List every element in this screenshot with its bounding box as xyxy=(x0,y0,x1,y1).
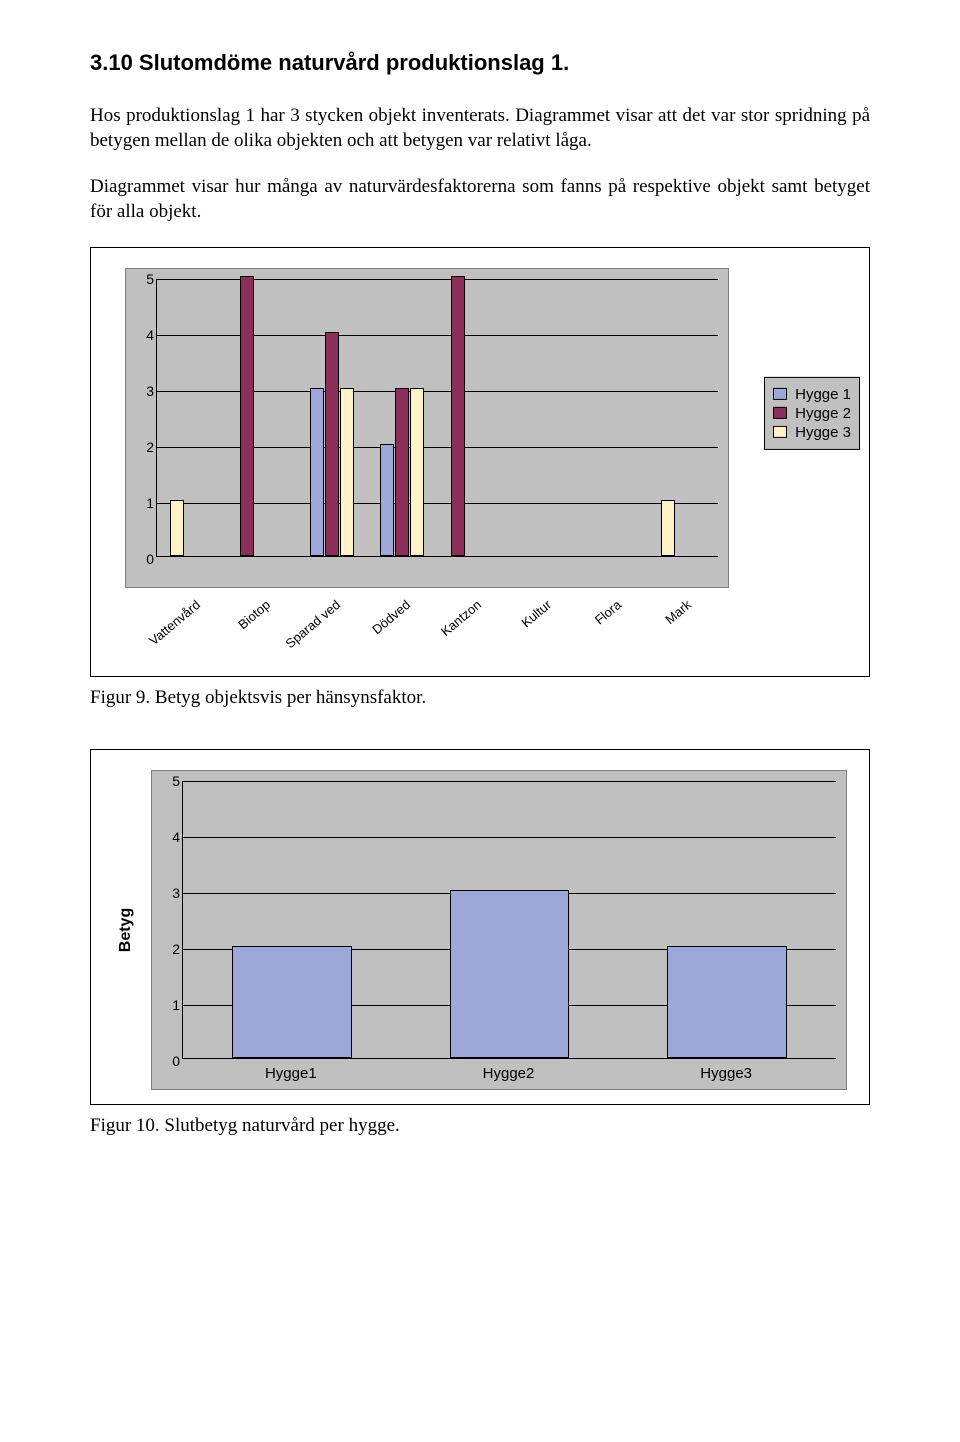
chart-2-ytick: 3 xyxy=(158,885,180,901)
chart-1-bar xyxy=(340,388,354,556)
chart-1-xlabel: Vattenvård xyxy=(146,597,203,648)
paragraph-1: Hos produktionslag 1 har 3 stycken objek… xyxy=(90,104,870,153)
chart-2-ytick: 1 xyxy=(158,997,180,1013)
legend-label: Hygge 2 xyxy=(795,405,851,422)
legend-item: Hygge 2 xyxy=(773,405,851,422)
chart-2-bar xyxy=(232,946,352,1058)
chart-1-ytick: 3 xyxy=(132,383,154,399)
legend-item: Hygge 1 xyxy=(773,386,851,403)
chart-1-bar xyxy=(310,388,324,556)
chart-1-bar xyxy=(451,276,465,556)
chart-1-bar-group xyxy=(310,332,354,556)
legend-swatch xyxy=(773,426,787,438)
figure-10-caption: Figur 10. Slutbetyg naturvård per hygge. xyxy=(90,1115,870,1137)
chart-1-ytick: 2 xyxy=(132,439,154,455)
chart-2: Betyg Hygge1 Hygge2 Hygge3 0 1 2 3 4 5 xyxy=(90,749,870,1105)
chart-2-ytick: 0 xyxy=(158,1053,180,1069)
chart-2-xlabel: Hygge1 xyxy=(265,1065,317,1082)
legend-swatch xyxy=(773,388,787,400)
chart-1-ytick: 0 xyxy=(132,551,154,567)
chart-1-xlabel: Biotop xyxy=(235,597,273,632)
chart-1-xlabel: Flora xyxy=(592,597,624,628)
chart-1-bar-group xyxy=(380,388,424,556)
chart-1-xlabel: Sparad ved xyxy=(283,597,344,651)
chart-1-xlabel: Dödved xyxy=(370,597,414,637)
legend-item: Hygge 3 xyxy=(773,424,851,441)
chart-1-bar-group xyxy=(240,276,254,556)
legend-label: Hygge 3 xyxy=(795,424,851,441)
chart-2-bar xyxy=(667,946,787,1058)
chart-1-xlabel: Kantzon xyxy=(437,597,483,639)
section-heading: 3.10 Slutomdöme naturvård produktionslag… xyxy=(90,50,870,76)
chart-2-xlabel: Hygge2 xyxy=(483,1065,535,1082)
chart-1-ytick: 5 xyxy=(132,271,154,287)
chart-1-bar xyxy=(325,332,339,556)
figure-9-caption: Figur 9. Betyg objektsvis per hänsynsfak… xyxy=(90,687,870,709)
chart-1-bar-group xyxy=(661,500,675,556)
chart-1-ytick: 4 xyxy=(132,327,154,343)
legend-swatch xyxy=(773,407,787,419)
chart-2-ytick: 4 xyxy=(158,829,180,845)
chart-2-ytick: 2 xyxy=(158,941,180,957)
chart-2-ylabel: Betyg xyxy=(117,908,135,952)
chart-1-bar xyxy=(410,388,424,556)
chart-2-ytick: 5 xyxy=(158,773,180,789)
legend-label: Hygge 1 xyxy=(795,386,851,403)
chart-1-bar xyxy=(170,500,184,556)
chart-1-bar xyxy=(240,276,254,556)
chart-1-xlabel: Kultur xyxy=(518,597,554,630)
chart-1-bar xyxy=(380,444,394,556)
paragraph-2: Diagrammet visar hur många av naturvärde… xyxy=(90,175,870,224)
chart-1-legend: Hygge 1 Hygge 2 Hygge 3 xyxy=(764,377,860,450)
chart-1-bar xyxy=(395,388,409,556)
chart-2-xlabel: Hygge3 xyxy=(700,1065,752,1082)
chart-1-xlabel: Mark xyxy=(662,597,694,627)
chart-1-bar-group xyxy=(170,500,184,556)
chart-2-bar xyxy=(450,890,570,1058)
chart-1-ytick: 1 xyxy=(132,495,154,511)
chart-1-bar-group xyxy=(451,276,465,556)
chart-1-bar xyxy=(661,500,675,556)
chart-1: Hygge 1 Hygge 2 Hygge 3 0 1 2 3 4 5 Vattenvård B… xyxy=(90,247,870,677)
